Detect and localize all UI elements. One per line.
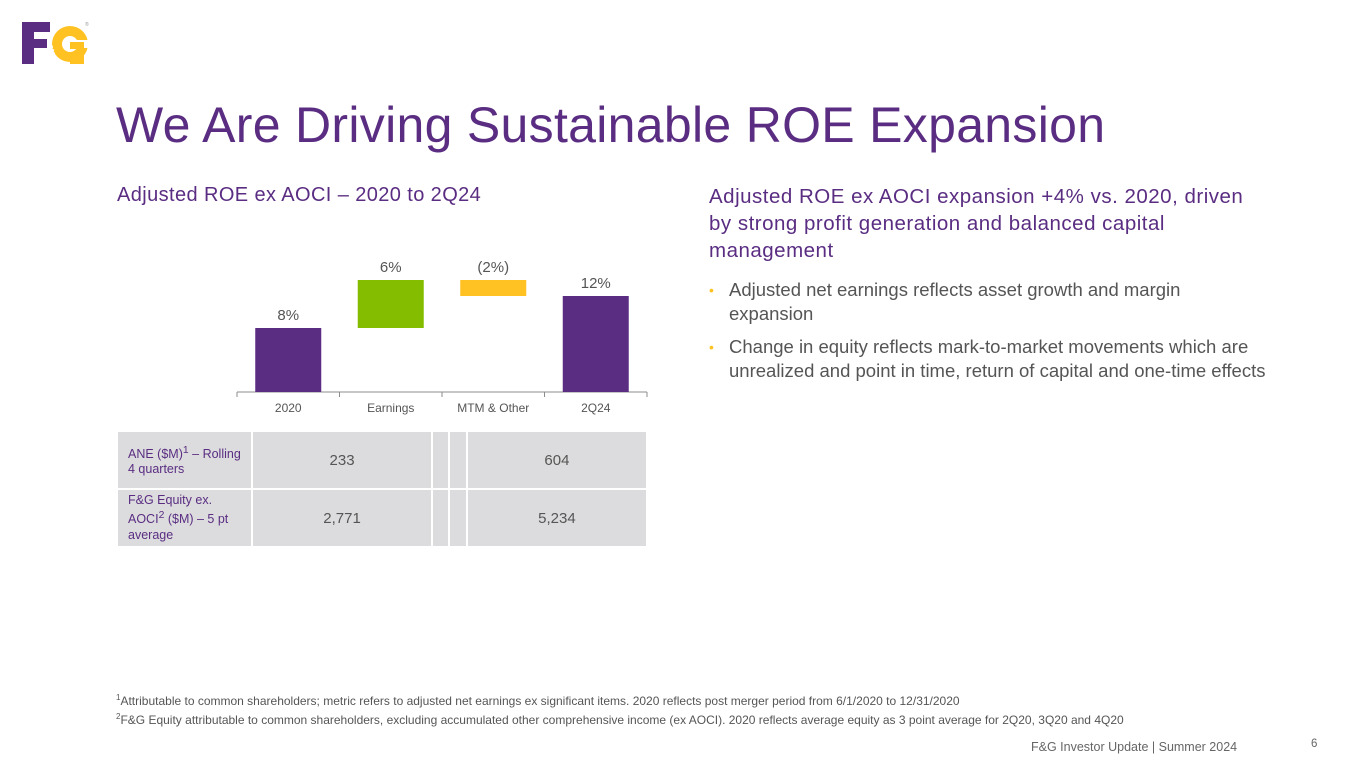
roe-waterfall-chart: 8% 6% (2%) 12% 2020 Earnings MTM & Other 2Q24 [236, 259, 648, 415]
x-tick-label: 2020 [275, 401, 302, 415]
footnote: 2F&G Equity attributable to common share… [116, 712, 1124, 727]
bullet-item: • Adjusted net earnings reflects asset g… [709, 278, 1269, 326]
logo-ampersand: & [46, 42, 55, 57]
data-label: 6% [380, 259, 402, 276]
x-tick-label: MTM & Other [457, 401, 529, 415]
table-cell [448, 488, 468, 548]
table-cell: 5,234 [465, 488, 649, 548]
footnotes: 1Attributable to common shareholders; me… [116, 690, 1124, 728]
data-label: 8% [277, 307, 299, 324]
table-cell: 233 [250, 430, 434, 490]
bullet-text: Adjusted net earnings reflects asset gro… [729, 279, 1181, 324]
table-cell: 2,771 [250, 488, 434, 548]
row-label: F&G Equity ex. AOCI2 ($M) – 5 pt average [116, 488, 253, 548]
table-row: F&G Equity ex. AOCI2 ($M) – 5 pt average… [116, 488, 649, 548]
logo-f-shape [22, 22, 50, 64]
bullet-dot-icon: • [709, 339, 714, 355]
footer-text: F&G Investor Update | Summer 2024 [1031, 740, 1238, 754]
x-tick-label: 2Q24 [581, 401, 611, 415]
bar-2q24 [562, 296, 629, 392]
footnote: 1Attributable to common shareholders; me… [116, 693, 960, 708]
bar-2020 [255, 328, 322, 392]
table-cell [431, 430, 451, 490]
commentary-heading: Adjusted ROE ex AOCI expansion +4% vs. 2… [709, 185, 1244, 262]
bullet-dot-icon: • [709, 282, 714, 298]
fg-logo: & ® [22, 21, 90, 64]
table-cell: 604 [465, 430, 649, 490]
table-row: ANE ($M)1 – Rolling 4 quarters 233 604 [116, 430, 649, 490]
data-label: 12% [581, 275, 611, 292]
commentary-bullets: • Adjusted net earnings reflects asset g… [709, 278, 1269, 392]
chart-heading: Adjusted ROE ex AOCI – 2020 to 2Q24 [117, 184, 482, 206]
x-tick-label: Earnings [367, 401, 414, 415]
page-title: We Are Driving Sustainable ROE Expansion [116, 97, 1106, 153]
bullet-text: Change in equity reflects mark-to-market… [729, 336, 1266, 381]
table-cell [431, 488, 451, 548]
logo-registered: ® [85, 21, 89, 28]
bar-earnings [357, 280, 424, 328]
page-number: 6 [1311, 738, 1318, 750]
data-label: (2%) [477, 259, 509, 276]
row-label: ANE ($M)1 – Rolling 4 quarters [116, 430, 253, 490]
bullet-item: • Change in equity reflects mark-to-mark… [709, 335, 1269, 383]
table-cell [448, 430, 468, 490]
bar-mtm-other [460, 280, 527, 296]
metrics-table: ANE ($M)1 – Rolling 4 quarters 233 604 F… [116, 430, 649, 548]
